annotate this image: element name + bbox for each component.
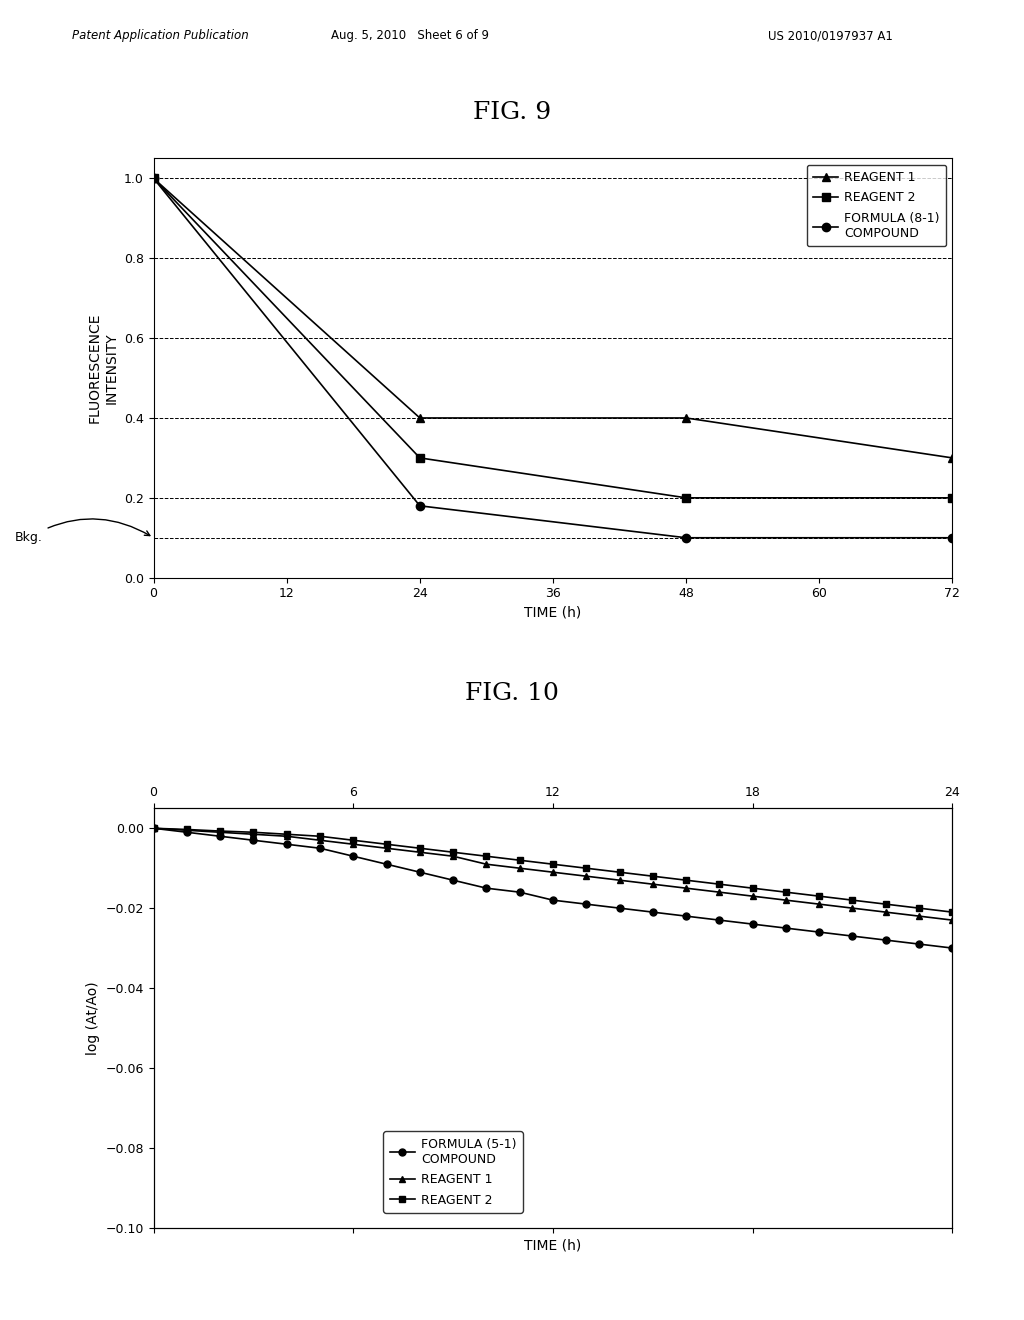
REAGENT 2 xyxy=(514,853,526,869)
REAGENT 1 xyxy=(713,884,725,900)
FORMULA (5-1)
COMPOUND xyxy=(313,841,326,857)
REAGENT 2 xyxy=(147,170,160,186)
Line: FORMULA (5-1)
COMPOUND: FORMULA (5-1) COMPOUND xyxy=(151,825,955,952)
X-axis label: TIME (h): TIME (h) xyxy=(524,606,582,619)
REAGENT 1 xyxy=(214,825,226,841)
REAGENT 2 xyxy=(214,824,226,840)
REAGENT 2 xyxy=(780,884,793,900)
REAGENT 2 xyxy=(680,490,692,506)
Line: REAGENT 1: REAGENT 1 xyxy=(151,825,955,924)
FORMULA (5-1)
COMPOUND xyxy=(381,857,393,873)
REAGENT 2 xyxy=(913,900,926,916)
REAGENT 1 xyxy=(680,411,692,426)
Text: Bkg.: Bkg. xyxy=(14,519,150,544)
REAGENT 1 xyxy=(414,411,426,426)
REAGENT 2 xyxy=(446,845,459,861)
REAGENT 2 xyxy=(613,865,626,880)
Text: FIG. 10: FIG. 10 xyxy=(465,681,559,705)
FORMULA (5-1)
COMPOUND xyxy=(813,924,825,940)
REAGENT 1 xyxy=(613,873,626,888)
REAGENT 1 xyxy=(680,880,692,896)
FORMULA (5-1)
COMPOUND xyxy=(846,928,858,944)
REAGENT 1 xyxy=(946,450,958,466)
FORMULA (5-1)
COMPOUND xyxy=(580,896,592,912)
FORMULA (8-1)
COMPOUND xyxy=(946,529,958,545)
REAGENT 2 xyxy=(746,880,759,896)
REAGENT 2 xyxy=(480,849,493,865)
REAGENT 1 xyxy=(381,841,393,857)
FORMULA (5-1)
COMPOUND xyxy=(647,904,659,920)
REAGENT 2 xyxy=(880,896,892,912)
REAGENT 1 xyxy=(746,888,759,904)
REAGENT 1 xyxy=(880,904,892,920)
FORMULA (8-1)
COMPOUND xyxy=(147,170,160,186)
REAGENT 2 xyxy=(713,876,725,892)
FORMULA (5-1)
COMPOUND xyxy=(480,880,493,896)
REAGENT 2 xyxy=(547,857,559,873)
FORMULA (5-1)
COMPOUND xyxy=(446,873,459,888)
REAGENT 1 xyxy=(480,857,493,873)
FORMULA (5-1)
COMPOUND xyxy=(547,892,559,908)
FORMULA (5-1)
COMPOUND xyxy=(514,884,526,900)
Legend: REAGENT 1, REAGENT 2, FORMULA (8-1)
COMPOUND: REAGENT 1, REAGENT 2, FORMULA (8-1) COMP… xyxy=(807,165,946,246)
REAGENT 1 xyxy=(147,820,160,836)
REAGENT 2 xyxy=(180,821,193,837)
REAGENT 2 xyxy=(813,888,825,904)
Text: FIG. 9: FIG. 9 xyxy=(473,100,551,124)
FORMULA (5-1)
COMPOUND xyxy=(248,833,260,849)
REAGENT 1 xyxy=(281,829,293,845)
REAGENT 2 xyxy=(381,837,393,853)
FORMULA (5-1)
COMPOUND xyxy=(147,820,160,836)
FORMULA (5-1)
COMPOUND xyxy=(746,916,759,932)
Y-axis label: FLUORESCENCE
INTENSITY: FLUORESCENCE INTENSITY xyxy=(88,313,119,424)
Line: FORMULA (8-1)
COMPOUND: FORMULA (8-1) COMPOUND xyxy=(150,174,956,543)
REAGENT 2 xyxy=(414,841,426,857)
FORMULA (5-1)
COMPOUND xyxy=(713,912,725,928)
REAGENT 1 xyxy=(180,822,193,838)
REAGENT 2 xyxy=(946,490,958,506)
FORMULA (5-1)
COMPOUND xyxy=(214,829,226,845)
Text: Patent Application Publication: Patent Application Publication xyxy=(72,29,249,42)
REAGENT 1 xyxy=(580,869,592,884)
REAGENT 2 xyxy=(647,869,659,884)
REAGENT 1 xyxy=(446,849,459,865)
FORMULA (5-1)
COMPOUND xyxy=(680,908,692,924)
REAGENT 2 xyxy=(680,873,692,888)
REAGENT 1 xyxy=(514,861,526,876)
REAGENT 1 xyxy=(347,837,359,853)
FORMULA (5-1)
COMPOUND xyxy=(347,849,359,865)
Line: REAGENT 2: REAGENT 2 xyxy=(150,174,956,502)
REAGENT 1 xyxy=(313,833,326,849)
FORMULA (5-1)
COMPOUND xyxy=(414,865,426,880)
REAGENT 2 xyxy=(580,861,592,876)
REAGENT 2 xyxy=(281,826,293,842)
REAGENT 2 xyxy=(147,820,160,836)
FORMULA (5-1)
COMPOUND xyxy=(913,936,926,952)
Y-axis label: log (At/Ao): log (At/Ao) xyxy=(86,981,99,1055)
REAGENT 2 xyxy=(846,892,858,908)
REAGENT 1 xyxy=(414,845,426,861)
REAGENT 1 xyxy=(147,170,160,186)
X-axis label: TIME (h): TIME (h) xyxy=(524,1238,582,1251)
REAGENT 1 xyxy=(647,876,659,892)
REAGENT 1 xyxy=(846,900,858,916)
FORMULA (8-1)
COMPOUND xyxy=(680,529,692,545)
FORMULA (5-1)
COMPOUND xyxy=(180,825,193,841)
REAGENT 2 xyxy=(313,829,326,845)
Line: REAGENT 2: REAGENT 2 xyxy=(151,825,955,916)
REAGENT 1 xyxy=(913,908,926,924)
REAGENT 2 xyxy=(347,833,359,849)
REAGENT 1 xyxy=(547,865,559,880)
REAGENT 1 xyxy=(813,896,825,912)
FORMULA (5-1)
COMPOUND xyxy=(880,932,892,948)
FORMULA (5-1)
COMPOUND xyxy=(946,940,958,956)
FORMULA (5-1)
COMPOUND xyxy=(780,920,793,936)
REAGENT 1 xyxy=(946,912,958,928)
FORMULA (8-1)
COMPOUND xyxy=(414,498,426,513)
REAGENT 2 xyxy=(414,450,426,466)
Line: REAGENT 1: REAGENT 1 xyxy=(150,174,956,462)
REAGENT 1 xyxy=(248,826,260,842)
FORMULA (5-1)
COMPOUND xyxy=(613,900,626,916)
REAGENT 1 xyxy=(780,892,793,908)
Text: Aug. 5, 2010   Sheet 6 of 9: Aug. 5, 2010 Sheet 6 of 9 xyxy=(331,29,488,42)
